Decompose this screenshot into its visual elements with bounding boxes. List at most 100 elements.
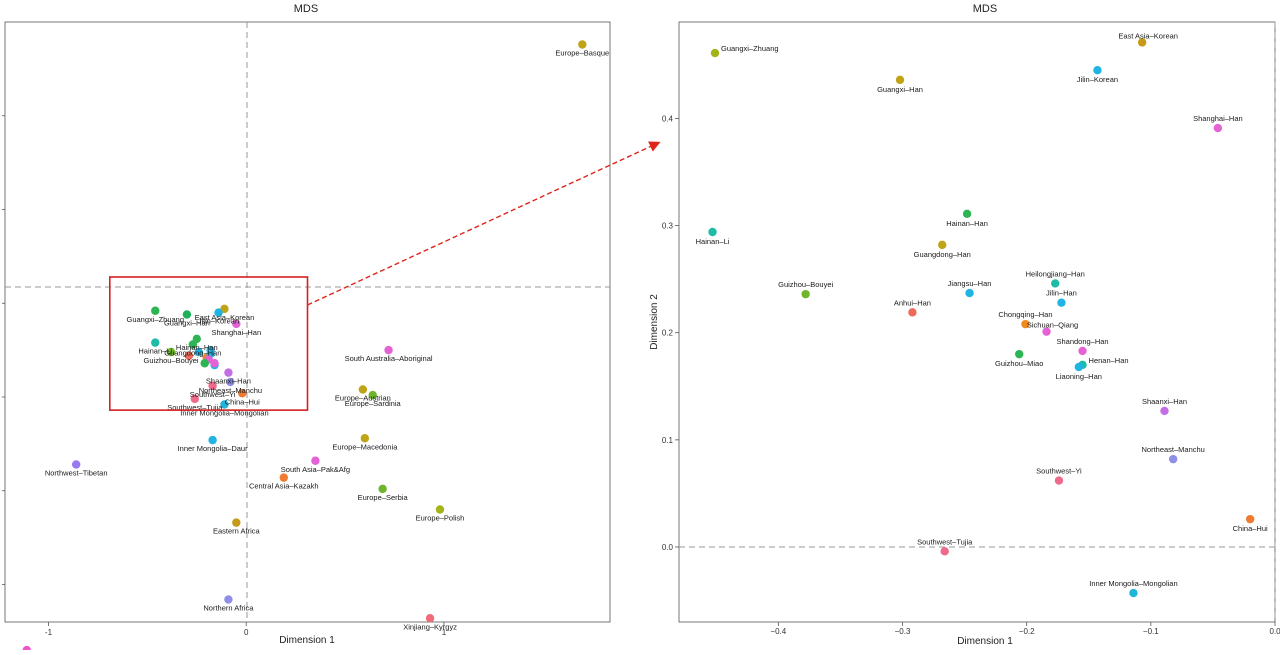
left-label-south-asia-pak-afg: South Asia–Pak&Afg [281,465,350,474]
right-point-guangdong-han [938,240,947,250]
right-y-tick-label: 0.4 [662,114,674,123]
right-point-shandong-han [1078,346,1087,356]
right-x-tick-label: −0.2 [1019,627,1035,636]
right-label-guangdong-han: Guangdong–Han [914,250,971,259]
left-label-europe-polish: Europe–Polish [416,514,465,523]
left-label-inner-mongolia-mongolian: Inner Mongolia–Mongolian [180,409,268,418]
left-panel: MDS -1 0 1 Dimension 1 Europe–Basque Guangx… [0,3,661,655]
left-point-guangxi-zhuang [151,306,160,315]
left-point-europe-macedonia [360,434,370,443]
left-label-europe-sardinia: Europe–Sardinia [345,399,402,408]
right-label-guangxi-zhuang: Guangxi–Zhuang [721,44,779,53]
left-x-tick-label: -1 [45,628,53,637]
right-label-northeast-manchu: Northeast–Manchu [1141,445,1204,454]
left-label-northeast-manchu: Northeast–Manchu [199,386,262,395]
right-point-guangxi-zhuang [710,48,720,58]
left-point-unlabeled [184,351,194,360]
right-point-chongqing-han [1021,319,1030,329]
right-label-jilin-korean: Jilin–Korean [1077,75,1118,84]
left-label-guizhou-bouyei: Guizhou–Bouyei [144,356,199,365]
left-label-guangxi-han: Guangxi–Han [164,319,210,328]
right-point-inner-mongolia-mongolian [1129,588,1138,598]
left-label-shaanxi-han: Shaanxi–Han [206,377,251,386]
right-plot-border [678,21,1276,623]
left-x-axis-title: Dimension 1 [279,635,335,646]
left-point-europe-serbia [378,484,387,494]
left-label-southwest-tujia: Southwest–Tujia [167,403,223,412]
right-point-shanghai-han [1213,123,1223,133]
right-label-southwest-tujia: Southwest–Tujia [917,537,973,546]
right-point-east-asia-korean [1137,38,1147,47]
right-x-axis-title: Dimension 1 [957,636,1013,647]
right-y-axis-title: Dimension 2 [649,294,660,350]
right-label-hainan-li: Hainan–Li [696,237,730,246]
right-x-tick-label: 0.0 [1269,627,1280,636]
left-label-europe-serbia: Europe–Serbia [358,493,409,502]
right-point-jilin-han [1057,298,1066,307]
left-axis-ticks: -1 0 1 [2,115,447,637]
left-point-south-asia-pak-afg [311,456,320,465]
left-point-hainan-li [151,338,160,347]
left-plot-border [4,21,611,623]
left-point-unlabeled [210,359,219,368]
right-label-guangxi-han: Guangxi–Han [877,85,923,94]
left-point-europe-sardinia [368,390,377,400]
left-point-northern-africa [224,595,233,604]
left-chart-title: MDS [294,3,318,15]
left-point-northeast-manchu [226,377,235,387]
right-label-shanghai-han: Shanghai–Han [1193,114,1243,123]
right-label-anhui-han: Anhui–Han [894,298,931,307]
right-label-guizhou-bouyei: Guizhou–Bouyei [778,280,833,289]
left-point-southwest-yi [208,381,217,390]
right-points-layer [708,38,1255,598]
left-x-tick-label: 0 [244,628,249,637]
right-label-southwest-yi: Southwest–Yi [1036,467,1082,476]
right-label-shaanxi-han: Shaanxi–Han [1142,397,1187,406]
right-point-guangxi-han [895,75,905,85]
right-point-heilongjiang-han [1051,279,1060,288]
left-point-jilin-korean [214,308,223,317]
left-point-guangxi-han [182,310,192,319]
left-label-inner-mongolia-daur: Inner Mongolia–Daur [178,444,249,453]
left-point-southwest-tujia [190,394,200,404]
left-points-layer [22,40,587,655]
right-point-hainan-han [962,209,972,218]
right-point-sichuan-qiang [1042,327,1051,336]
right-label-heilongjiang-han: Heilongjiang–Han [1026,269,1085,278]
left-point-south-australia-aboriginal [384,345,393,355]
right-point-guizhou-bouyei [801,289,810,299]
right-x-tick-label: −0.1 [1143,627,1159,636]
left-point-europe-polish [435,505,445,514]
right-label-henan-han: Henan–Han [1089,356,1129,365]
left-label-europe-macedonia: Europe–Macedonia [332,442,398,451]
right-axis-ticks: −0.4 −0.3 −0.2 −0.1 0.0 0.0 0.1 0.2 0.3 0.4 [662,114,1280,636]
left-point-central-asia-kazakh [279,473,288,482]
right-point-liaoning-han [1074,362,1084,372]
left-label-jilin-korean: Jilin–Korean [198,317,239,326]
right-point-shaanxi-han [1160,406,1169,416]
left-point-europe-basque [578,40,587,49]
left-label-south-australia-aboriginal: South Australia–Aboriginal [345,354,433,363]
left-x-tick-label: 1 [442,628,447,637]
right-y-tick-label: 0.0 [662,543,674,552]
left-label-china-hui: China–Hui [225,397,260,406]
left-point-south-asia-arabian [22,645,31,655]
left-label-northwest-tibetan: Northwest–Tibetan [45,469,108,478]
left-point-shaanxi-han [224,368,233,377]
right-label-sichuan-qiang: Sichuan–Qiang [1027,321,1078,330]
right-point-southwest-tujia [940,547,949,556]
right-point-jilin-korean [1093,66,1102,75]
left-label-hainan-han: Hainan–Han [176,343,218,352]
left-labels-layer: Europe–Basque Guangxi–Zhuang East Asia–Kor… [0,49,609,655]
left-label-eastern-africa: Eastern Africa [213,527,261,536]
left-point-eastern-africa [232,518,241,527]
right-point-hainan-li [708,227,717,237]
left-point-europe-austrian [358,385,368,394]
right-y-tick-label: 0.2 [662,329,674,338]
right-label-jilin-han: Jilin–Han [1046,289,1077,298]
right-label-inner-mongolia-mongolian: Inner Mongolia–Mongolian [1089,579,1177,588]
left-label-guangxi-zhuang: Guangxi–Zhuang [126,315,184,324]
left-point-shanghai-han [232,319,241,329]
